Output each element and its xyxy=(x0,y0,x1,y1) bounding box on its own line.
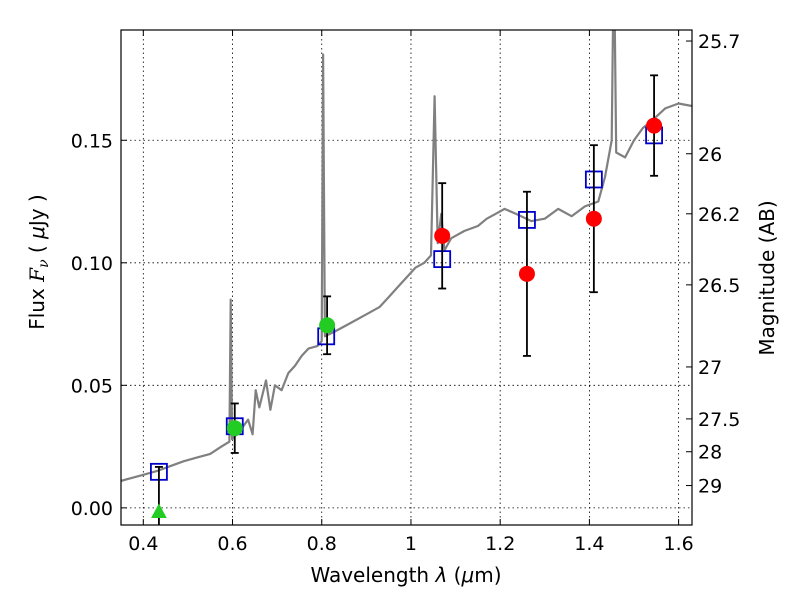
y-axis-label-text: Flux xyxy=(25,288,49,330)
y-axis-symbol: F xyxy=(25,267,49,283)
x-axis-label: Wavelength λ (μm) xyxy=(310,563,501,587)
tick-labels: 0.4 0.6 0.8 1 1.2 1.4 1.6 0.00 0.05 0.10 0.15 25.7 2… xyxy=(71,31,741,555)
spectrum-layer xyxy=(121,30,692,482)
y-tick-label: 0.15 xyxy=(71,130,113,152)
y2-tick-label: 26.2 xyxy=(698,204,740,226)
x-axis-lambda: λ xyxy=(434,563,447,587)
green-photometry-point xyxy=(226,420,243,437)
y-tick-label: 0.00 xyxy=(71,498,113,520)
x-tick-label: 1.4 xyxy=(574,533,604,555)
upper-limit-triangle xyxy=(151,503,167,519)
red-photometry-point xyxy=(434,227,451,244)
x-axis-unit-open: ( xyxy=(447,563,461,587)
red-photometry-point xyxy=(518,265,535,282)
x-tick-label: 1 xyxy=(405,533,417,555)
y2-tick-label: 29 xyxy=(698,476,722,498)
red-photometry-point xyxy=(646,117,663,134)
y-axis-label: Flux Fν ( μJy ) xyxy=(25,194,52,330)
red-photometry-point xyxy=(585,210,602,227)
y-axis-unit-close: Jy ) xyxy=(25,194,49,228)
x-axis-unit-close: m) xyxy=(474,563,501,587)
x-axis-unit-mu: μ xyxy=(461,563,475,587)
y2-tick-label: 26 xyxy=(698,144,722,166)
y-tick-label: 0.05 xyxy=(71,375,113,397)
x-tick-label: 0.4 xyxy=(128,533,158,555)
x-axis-label-text: Wavelength xyxy=(310,563,429,587)
y2-axis-label: Magnitude (AB) xyxy=(755,200,779,355)
plot-frame xyxy=(120,29,693,526)
template-spectrum-line xyxy=(121,30,692,482)
grid-lines xyxy=(121,30,692,525)
x-tick-label: 0.8 xyxy=(307,533,337,555)
tick-marks xyxy=(121,30,692,525)
x-tick-label: 1.6 xyxy=(664,533,694,555)
x-tick-label: 1.2 xyxy=(485,533,515,555)
y2-tick-label: 27.5 xyxy=(698,409,740,431)
y-axis-unit-open: ( xyxy=(25,239,49,260)
y-axis-subscript: ν xyxy=(36,259,52,268)
y2-tick-label: 26.5 xyxy=(698,275,740,297)
y2-tick-label: 28 xyxy=(698,442,722,464)
y-tick-label: 0.10 xyxy=(71,253,113,275)
y-axis-unit-mu: μ xyxy=(25,226,49,240)
green-photometry-point xyxy=(319,317,336,334)
x-tick-label: 0.6 xyxy=(217,533,247,555)
y2-tick-label: 27 xyxy=(698,357,722,379)
y2-tick-label: 25.7 xyxy=(698,31,740,53)
marker-layer xyxy=(150,74,663,525)
